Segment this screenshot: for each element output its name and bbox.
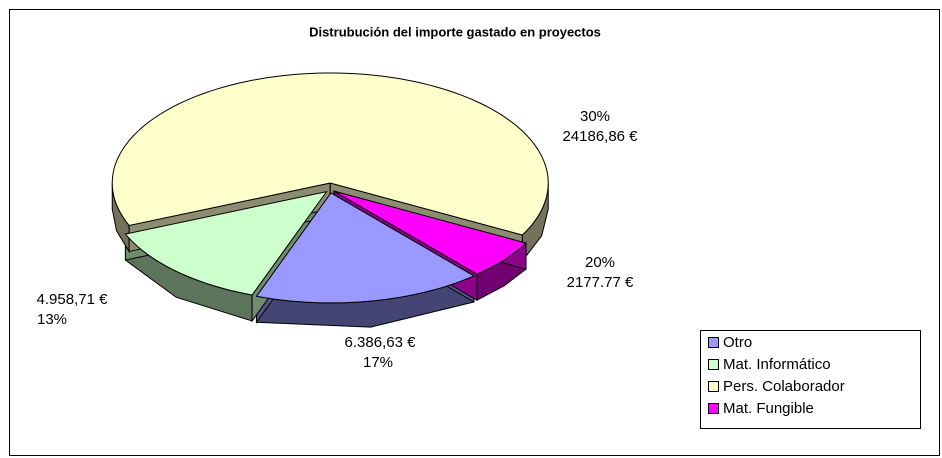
legend <box>700 330 921 429</box>
legend-label: Mat. Informático <box>723 356 831 373</box>
percent-label: 13% <box>37 311 67 328</box>
percent-label: 20% <box>585 254 615 271</box>
legend-swatch <box>708 337 719 348</box>
legend-swatch <box>708 403 719 414</box>
data-label: 24186,86 € <box>562 128 638 145</box>
data-label: 4.958,71 € <box>37 291 109 308</box>
data-label: 2177.77 € <box>567 274 634 291</box>
legend-swatch <box>708 381 719 392</box>
percent-label: 17% <box>363 354 393 371</box>
data-label: 6.386,63 € <box>345 334 417 351</box>
legend-label: Otro <box>723 334 752 351</box>
legend-label: Mat. Fungible <box>723 400 814 417</box>
slice <box>333 190 528 275</box>
chart-title: Distrubución del importe gastado en proy… <box>309 24 601 39</box>
percent-label: 30% <box>580 108 610 125</box>
slice <box>255 192 476 304</box>
slice <box>111 72 549 236</box>
slice <box>124 190 328 296</box>
legend-label: Pers. Colaborador <box>723 378 845 395</box>
legend-swatch <box>708 359 719 370</box>
